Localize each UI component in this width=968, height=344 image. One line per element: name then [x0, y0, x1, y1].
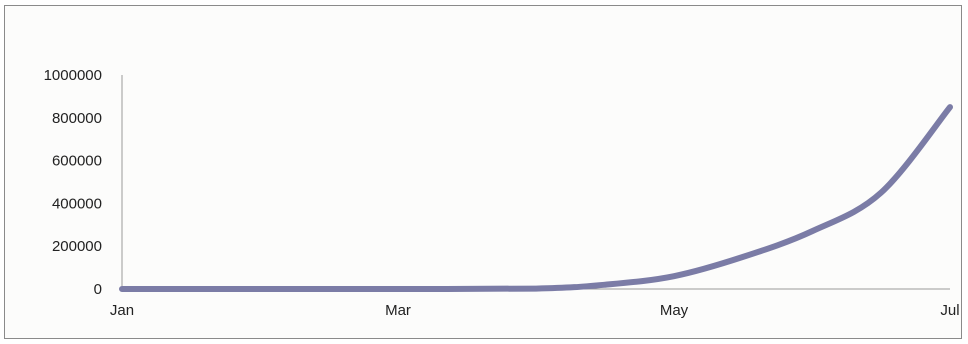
x-tick-label: Jan [110, 302, 134, 319]
chart-frame [4, 5, 962, 339]
x-axis: Jan Mar May Jul [110, 288, 960, 319]
series-line [119, 104, 953, 293]
y-tick-label: 400000 [52, 195, 102, 212]
x-tick-label: May [660, 302, 689, 319]
y-tick-label: 200000 [52, 238, 102, 255]
x-tick-label: Jul [940, 302, 959, 319]
y-tick-label: 600000 [52, 153, 102, 170]
x-tick-label: Mar [385, 302, 411, 319]
y-tick-label: 0 [94, 281, 102, 298]
series-lines [119, 104, 953, 293]
y-axis: 0 200000 400000 600000 800000 1000000 [44, 67, 123, 298]
y-tick-label: 1000000 [44, 67, 102, 84]
y-tick-label: 800000 [52, 110, 102, 127]
